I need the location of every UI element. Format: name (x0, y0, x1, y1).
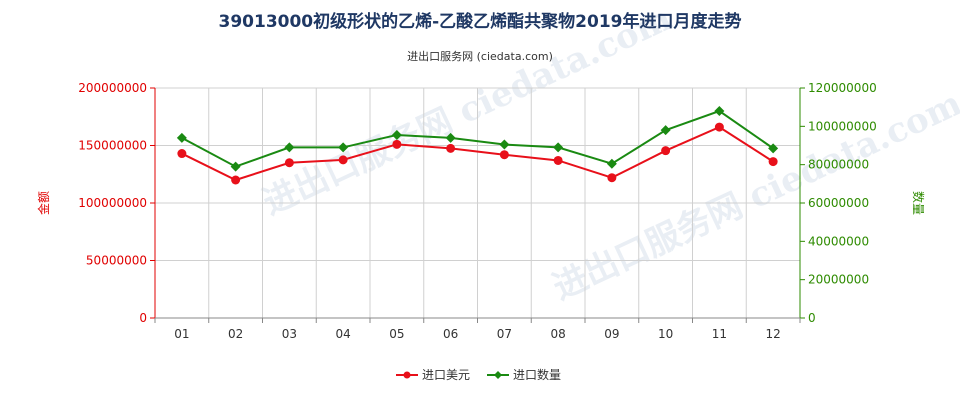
series-1-point (661, 146, 671, 156)
series-1-point (231, 175, 241, 185)
x-tick-label: 12 (765, 327, 780, 341)
y-left-tick-label: 100000000 (78, 196, 147, 210)
x-tick-label: 02 (228, 327, 243, 341)
series-2-point (660, 125, 671, 136)
series-2-point (714, 106, 725, 116)
series-1-point (338, 155, 348, 165)
watermark-text-2: 进出口服务网 ciedata.com (547, 83, 960, 308)
series-1-point (499, 150, 509, 160)
series-2-point (176, 132, 187, 143)
legend: 进口美元 进口数量 (396, 367, 561, 382)
series-1-point (607, 173, 617, 183)
axes: 0500000001000000001500000002000000000200… (78, 81, 876, 341)
watermark-text-1: 进出口服务网 ciedata.com (257, 0, 678, 223)
x-tick-label: 10 (658, 327, 673, 341)
series-2-point (768, 143, 779, 154)
x-tick-label: 07 (497, 327, 512, 341)
y-left-tick-label: 50000000 (86, 254, 147, 268)
series-2-point (391, 129, 402, 140)
series-2-point (445, 132, 456, 143)
series-1-point (284, 158, 294, 168)
series-1-point (768, 157, 778, 167)
legend-label-2: 进口数量 (513, 367, 561, 382)
y-left-tick-label: 150000000 (78, 139, 147, 153)
series-2-point (338, 142, 349, 153)
x-tick-label: 01 (174, 327, 189, 341)
series-2-point (284, 142, 295, 153)
y-right-tick-label: 120000000 (808, 81, 877, 95)
y-right-tick-label: 0 (808, 311, 816, 325)
series-1-point (177, 149, 187, 159)
y-right-tick-label: 40000000 (808, 234, 869, 248)
y-right-tick-label: 20000000 (808, 273, 869, 287)
x-tick-label: 11 (712, 327, 727, 341)
series-line-1 (181, 125, 774, 182)
series-line-2 (181, 109, 774, 168)
y-right-tick-label: 60000000 (808, 196, 869, 210)
series (176, 106, 779, 185)
y-right-tick-label: 80000000 (808, 158, 869, 172)
legend-marker-1 (403, 371, 411, 379)
grid (155, 87, 801, 318)
series-1-point (553, 155, 563, 165)
series-1-point (714, 122, 724, 132)
chart-title: 39013000初级形状的乙烯-乙酸乙烯酯共聚物2019年进口月度走势 (219, 11, 742, 32)
x-tick-label: 09 (604, 327, 619, 341)
x-tick-label: 05 (389, 327, 404, 341)
series-1-point (446, 143, 456, 153)
y-left-tick-label: 0 (139, 311, 147, 325)
y-left-tick-label: 200000000 (78, 81, 147, 95)
legend-label-1: 进口美元 (422, 368, 470, 382)
y-right-tick-label: 100000000 (808, 119, 877, 133)
series-1-point (392, 139, 402, 149)
x-tick-label: 04 (335, 327, 350, 341)
x-tick-label: 06 (443, 327, 458, 341)
series-2-point (606, 158, 617, 169)
series-2-point (553, 142, 564, 153)
y-left-axis-label: 金额 (36, 191, 51, 215)
series-2-point (499, 139, 510, 150)
y-right-axis-label: 数量 (911, 191, 926, 215)
x-tick-label: 03 (282, 327, 297, 341)
x-tick-label: 08 (550, 327, 565, 341)
chart-subtitle: 进出口服务网 (ciedata.com) (407, 49, 553, 63)
legend-marker-2 (494, 371, 502, 379)
series-2-point (230, 161, 241, 172)
